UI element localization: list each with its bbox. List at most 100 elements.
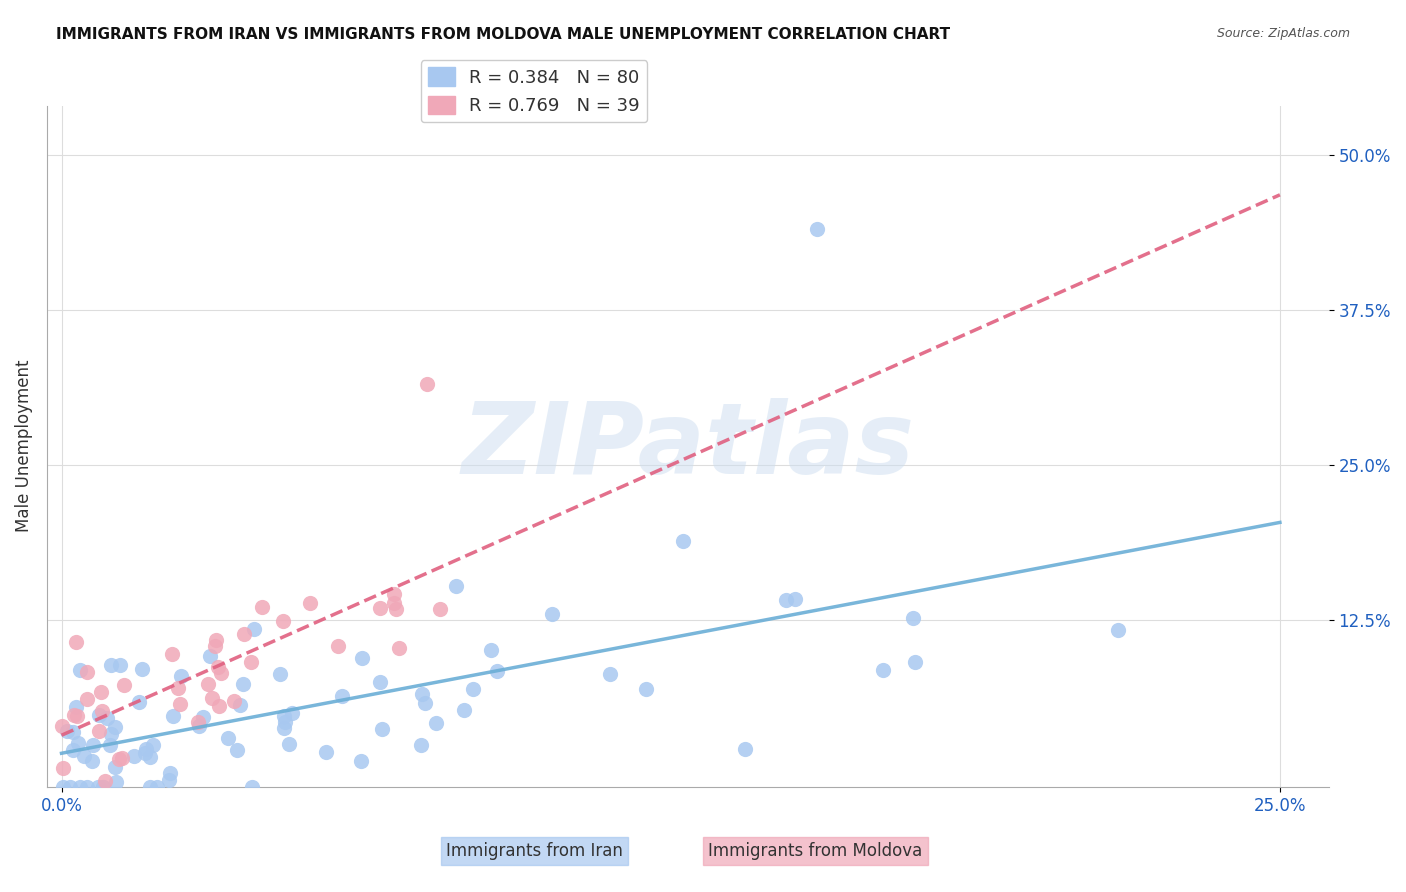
Point — [188, 719, 211, 733]
Point — [672, 533, 695, 548]
Point — [540, 607, 562, 621]
Point — [55, 724, 77, 739]
Point — [204, 639, 226, 653]
Point — [775, 593, 797, 607]
Text: IMMIGRANTS FROM IRAN VS IMMIGRANTS FROM MOLDOVA MALE UNEMPLOYMENT CORRELATION CH: IMMIGRANTS FROM IRAN VS IMMIGRANTS FROM … — [56, 27, 950, 42]
Point — [413, 696, 436, 710]
Point — [806, 222, 828, 236]
Point — [232, 676, 254, 690]
Text: Immigrants from Iran: Immigrants from Iran — [446, 842, 623, 860]
Point — [187, 714, 209, 729]
Point — [197, 677, 219, 691]
Point — [240, 780, 263, 794]
Point — [350, 651, 373, 665]
Point — [100, 658, 122, 673]
Point — [904, 655, 927, 669]
Point — [232, 627, 254, 641]
Point — [128, 695, 150, 709]
Point — [229, 698, 252, 712]
Point — [599, 667, 621, 681]
Point — [250, 599, 273, 614]
Point — [209, 666, 232, 681]
Point — [901, 611, 924, 625]
Point — [91, 780, 114, 794]
Point — [139, 780, 162, 794]
Point — [370, 601, 392, 615]
Point — [278, 737, 301, 751]
Point — [191, 710, 214, 724]
Point — [416, 377, 439, 392]
Point — [69, 663, 91, 677]
Point — [453, 703, 475, 717]
Point — [273, 708, 295, 723]
Point — [87, 723, 110, 738]
Point — [1107, 623, 1129, 637]
Point — [371, 722, 394, 736]
Point — [80, 755, 103, 769]
Point — [108, 658, 131, 673]
Point — [134, 746, 156, 760]
Point — [368, 674, 391, 689]
Point — [159, 766, 181, 780]
Point — [409, 738, 432, 752]
Point — [96, 711, 118, 725]
Point — [104, 720, 127, 734]
Point — [222, 694, 245, 708]
Point — [271, 614, 294, 628]
Point — [463, 681, 485, 696]
Point — [91, 704, 114, 718]
Point — [131, 662, 153, 676]
Point — [349, 754, 371, 768]
Point — [111, 751, 134, 765]
Point — [273, 721, 295, 735]
Point — [326, 639, 349, 653]
Point — [298, 596, 321, 610]
Legend: R = 0.384   N = 80, R = 0.769   N = 39: R = 0.384 N = 80, R = 0.769 N = 39 — [420, 60, 647, 122]
Point — [62, 743, 84, 757]
Point — [382, 587, 405, 601]
Point — [425, 715, 447, 730]
Point — [783, 591, 806, 606]
Point — [239, 655, 262, 669]
Point — [112, 678, 135, 692]
Point — [87, 708, 110, 723]
Point — [52, 761, 75, 775]
Point — [734, 742, 756, 756]
Point — [69, 780, 91, 794]
Point — [76, 665, 98, 680]
Point — [485, 664, 508, 678]
Text: Source: ZipAtlas.com: Source: ZipAtlas.com — [1216, 27, 1350, 40]
Point — [162, 709, 184, 723]
Point — [157, 772, 180, 787]
Point — [100, 738, 122, 752]
Point — [269, 666, 291, 681]
Point — [332, 689, 354, 703]
Point — [429, 602, 451, 616]
Point — [207, 659, 229, 673]
Point — [169, 698, 191, 712]
Point — [217, 731, 239, 745]
Point — [59, 780, 82, 794]
Point — [108, 752, 131, 766]
Point — [51, 719, 73, 733]
Point — [411, 687, 433, 701]
Point — [201, 690, 224, 705]
Point — [100, 727, 122, 741]
Point — [94, 773, 117, 788]
Point — [205, 632, 228, 647]
Text: Immigrants from Moldova: Immigrants from Moldova — [709, 842, 922, 860]
Point — [87, 780, 110, 794]
Point — [274, 714, 297, 729]
Point — [872, 663, 894, 677]
Point — [66, 735, 89, 749]
Point — [62, 724, 84, 739]
Point — [135, 741, 157, 756]
Point — [166, 681, 188, 695]
Point — [73, 749, 96, 764]
Point — [82, 738, 104, 752]
Point — [382, 596, 405, 610]
Point — [146, 780, 169, 794]
Text: ZIPatlas: ZIPatlas — [461, 398, 914, 495]
Point — [281, 706, 304, 720]
Point — [104, 760, 127, 774]
